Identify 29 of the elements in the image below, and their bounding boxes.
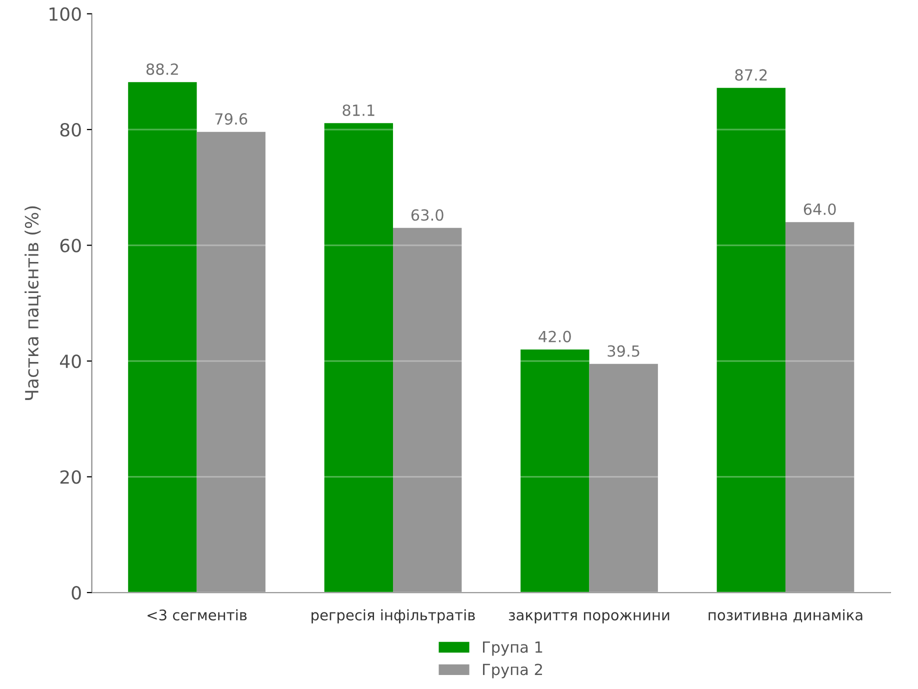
data-label: 39.5 <box>608 345 640 357</box>
bar <box>128 82 197 593</box>
data-label: 87.2 <box>735 69 767 81</box>
y-tick-label: 0 <box>72 586 81 600</box>
y-tick-label: 60 <box>60 238 81 252</box>
x-tick-label: позитивна динаміка <box>708 609 862 622</box>
bar <box>196 132 266 593</box>
bar <box>785 222 854 593</box>
bar <box>324 123 394 593</box>
legend-label: Група 1 <box>483 641 542 656</box>
bar <box>716 88 786 593</box>
bar <box>520 349 590 593</box>
x-tick-label: <3 сегментів <box>148 609 247 620</box>
data-label: 79.6 <box>215 113 248 125</box>
y-tick-label: 20 <box>60 470 81 484</box>
data-label: 88.2 <box>146 63 178 75</box>
y-tick-label: 40 <box>60 354 81 368</box>
bar <box>589 364 658 593</box>
data-label: 81.1 <box>342 104 374 116</box>
bar <box>393 228 462 593</box>
data-label: 64.0 <box>804 203 836 216</box>
x-tick-label: регресія інфільтратів <box>312 609 475 624</box>
y-tick-label: 80 <box>60 122 81 137</box>
data-label: 42.0 <box>538 330 571 342</box>
y-tick-label: 100 <box>50 7 81 21</box>
legend-label: Група 2 <box>483 664 542 678</box>
y-axis-title: Частка пацієнтів (%) <box>24 206 41 400</box>
x-tick-label: закриття порожнини <box>508 612 670 624</box>
data-label: 63.0 <box>411 209 444 221</box>
